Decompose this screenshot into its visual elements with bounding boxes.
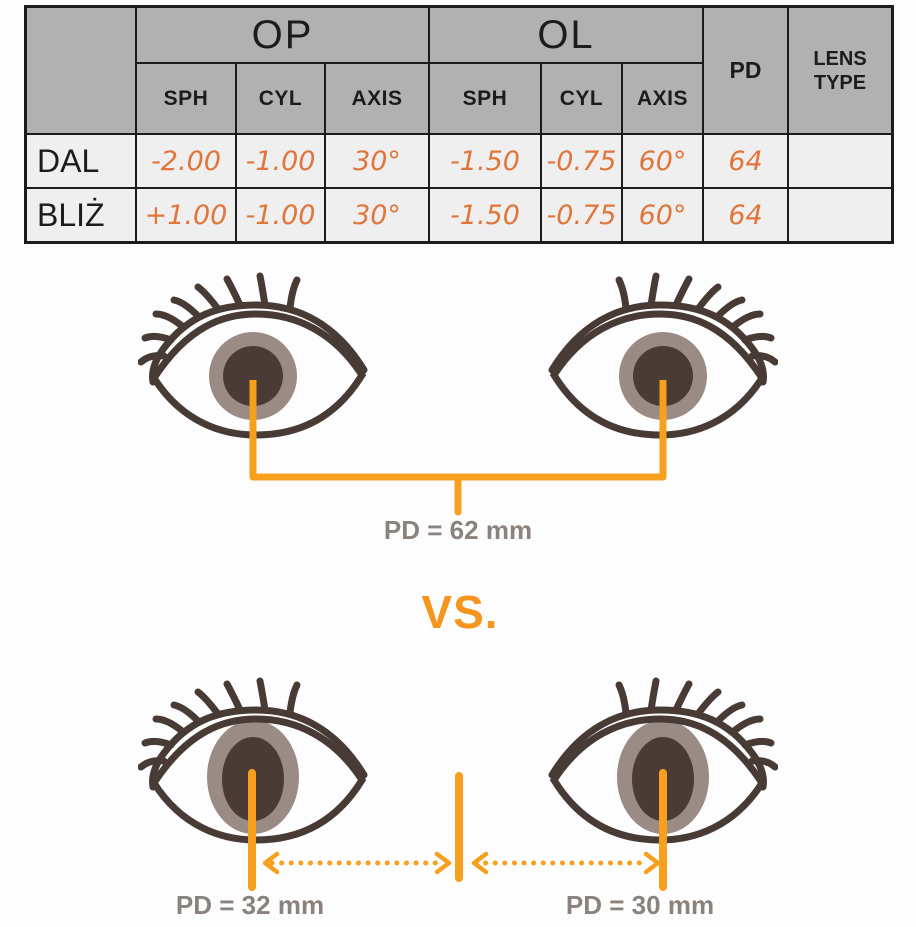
cell-dal-ol-axis: 60° [623,135,702,187]
cell-bliz-op-sph: +1.00 [137,189,235,241]
cell-dal-pd: 64 [704,135,787,187]
cell-dal-lens-type [789,135,891,187]
cell-dal-op-sph: -2.00 [137,135,235,187]
cell-bliz-ol-cyl: -0.75 [542,189,621,241]
top-right-eye-icon [546,272,778,440]
row-label-dal: DAL [27,135,135,187]
pd-total-label: PD = 62 mm [383,515,533,545]
pd-left-label: PD = 32 mm [175,890,325,920]
table-corner-cell [27,8,135,133]
prescription-table: OP OL PD LENS TYPE SPH CYL AXIS SPH CYL … [24,5,894,244]
cell-bliz-lens-type [789,189,891,241]
cell-bliz-ol-axis: 60° [623,189,702,241]
column-header-ol-sph: SPH [430,64,540,133]
row-label-bliz: BLIŻ [27,189,135,241]
column-header-op-axis: AXIS [326,64,428,133]
cell-dal-op-cyl: -1.00 [237,135,324,187]
cell-bliz-op-axis: 30° [326,189,428,241]
column-header-op-cyl: CYL [237,64,324,133]
left-arrowhead-east-icon [434,851,452,875]
cell-dal-op-axis: 30° [326,135,428,187]
right-arrowhead-east-icon [643,851,661,875]
right-arrowhead-west-icon [471,851,489,875]
column-header-ol-cyl: CYL [542,64,621,133]
cell-dal-ol-cyl: -0.75 [542,135,621,187]
column-header-pd: PD [704,8,787,133]
top-left-eye-icon [138,272,370,440]
bottom-left-eye-icon [138,677,370,845]
versus-label: VS. [421,586,499,638]
cell-dal-ol-sph: -1.50 [430,135,540,187]
cell-bliz-op-cyl: -1.00 [237,189,324,241]
column-header-op-sph: SPH [137,64,235,133]
column-header-ol-axis: AXIS [623,64,702,133]
column-group-ol: OL [430,8,702,62]
cell-bliz-pd: 64 [704,189,787,241]
column-group-op: OP [137,8,428,62]
bottom-right-eye-icon [546,677,778,845]
column-header-lens-type: LENS TYPE [789,8,891,133]
pd-right-label: PD = 30 mm [565,890,715,920]
cell-bliz-ol-sph: -1.50 [430,189,540,241]
left-arrowhead-west-icon [262,851,280,875]
